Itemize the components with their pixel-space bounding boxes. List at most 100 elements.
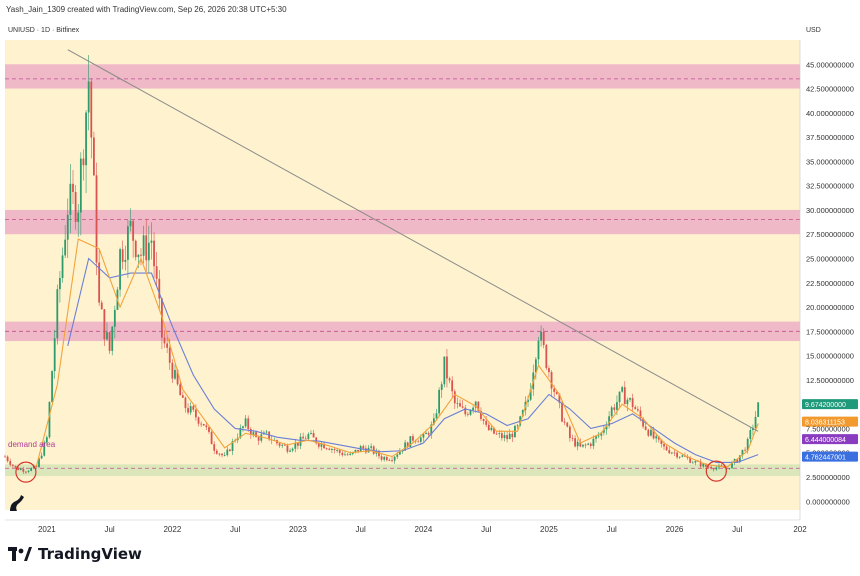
candle-body: [453, 391, 456, 404]
candle-body: [27, 470, 30, 472]
candle-body: [302, 436, 305, 439]
candle-body: [568, 426, 571, 439]
y-tick-label: 7.500000000: [806, 424, 850, 433]
candle-body: [715, 467, 718, 470]
candle-body: [370, 446, 373, 448]
candle-body: [132, 220, 135, 241]
candle-body: [757, 402, 760, 417]
candle-body: [100, 302, 103, 310]
candle-body: [652, 430, 655, 439]
candle-body: [443, 356, 446, 385]
candle-body: [176, 370, 179, 385]
price-chart[interactable]: 0.0000000002.5000000005.0000000007.50000…: [0, 0, 860, 540]
candle-body: [595, 436, 597, 439]
candle-body: [665, 446, 668, 451]
candle-body: [249, 428, 252, 435]
candle-body: [503, 435, 506, 439]
candle-body: [602, 429, 605, 433]
candle-body: [511, 433, 514, 438]
candle-body: [500, 433, 503, 439]
candle-body: [631, 398, 634, 408]
y-tick-label: 37.500000000: [806, 133, 854, 142]
candle-body: [616, 402, 618, 410]
candle-body: [480, 410, 482, 419]
candle-body: [728, 468, 731, 470]
candle-body: [644, 426, 647, 430]
price-tag-label-1: 8.036311153: [805, 420, 845, 427]
y-tick-label: 30.000000000: [806, 206, 854, 215]
candle-body: [260, 434, 263, 441]
demand-area-label: demand area: [8, 440, 56, 449]
x-tick-label: 202: [793, 525, 807, 534]
x-tick-label: 2025: [540, 525, 558, 534]
candle-body: [168, 347, 171, 363]
candle-body: [537, 340, 540, 360]
candle-body: [584, 444, 587, 446]
candle-body: [310, 433, 312, 434]
candle-body: [171, 362, 174, 379]
candle-body: [66, 214, 69, 240]
candle-body: [670, 452, 673, 454]
candle-body: [754, 416, 757, 428]
x-tick-label: Jul: [481, 525, 491, 534]
candle-body: [195, 409, 197, 418]
candle-body: [244, 418, 247, 427]
candle-body: [495, 433, 498, 435]
candle-body: [108, 332, 111, 351]
candle-body: [158, 278, 161, 299]
candle-body: [64, 239, 67, 256]
candle-body: [210, 431, 213, 445]
candle-body: [438, 389, 441, 414]
candle-body: [299, 436, 302, 446]
candle-body: [561, 402, 563, 422]
candle-body: [354, 449, 357, 453]
candle-body: [391, 460, 393, 461]
candle-body: [137, 254, 140, 258]
candle-body: [516, 425, 519, 427]
candle-body: [548, 368, 550, 373]
candle-body: [529, 389, 532, 400]
y-tick-label: 0.000000000: [806, 497, 850, 506]
candle-body: [17, 467, 19, 470]
price-tag-label-0: 9.674200000: [805, 402, 846, 409]
candle-body: [189, 406, 192, 413]
candle-body: [555, 391, 558, 394]
candle-body: [380, 456, 383, 460]
candle-body: [325, 448, 328, 450]
candle-body: [744, 449, 746, 451]
candle-body: [294, 442, 297, 449]
candle-body: [589, 443, 592, 447]
candle-body: [255, 432, 257, 438]
candle-body: [618, 391, 621, 403]
candle-body: [412, 436, 414, 441]
candle-body: [647, 429, 650, 436]
candle-body: [608, 416, 610, 426]
candle-body: [409, 436, 412, 448]
y-tick-label: 12.500000000: [806, 376, 854, 385]
x-tick-label: 2024: [415, 525, 433, 534]
x-tick-label: Jul: [230, 525, 240, 534]
candle-body: [51, 371, 53, 403]
candle-body: [338, 450, 341, 453]
x-tick-label: 2021: [38, 525, 56, 534]
candle-body: [103, 309, 106, 340]
candle-body: [663, 444, 665, 447]
candle-body: [19, 468, 22, 470]
dinosaur-icon[interactable]: [10, 495, 24, 511]
candle-body: [534, 359, 537, 373]
candle-body: [98, 262, 101, 303]
candle-body: [388, 460, 391, 461]
candle-body: [77, 212, 80, 222]
candle-body: [613, 407, 616, 410]
candle-body: [127, 226, 129, 260]
candle-body: [153, 240, 155, 267]
candle-body: [38, 458, 40, 468]
candle-body: [738, 455, 741, 463]
candle-body: [686, 456, 689, 458]
candle-body: [25, 471, 27, 473]
resistance-zone-top: [5, 64, 800, 89]
candle-body: [336, 450, 339, 451]
candle-body: [406, 442, 409, 448]
candle-body: [676, 452, 678, 458]
candle-body: [681, 455, 684, 457]
